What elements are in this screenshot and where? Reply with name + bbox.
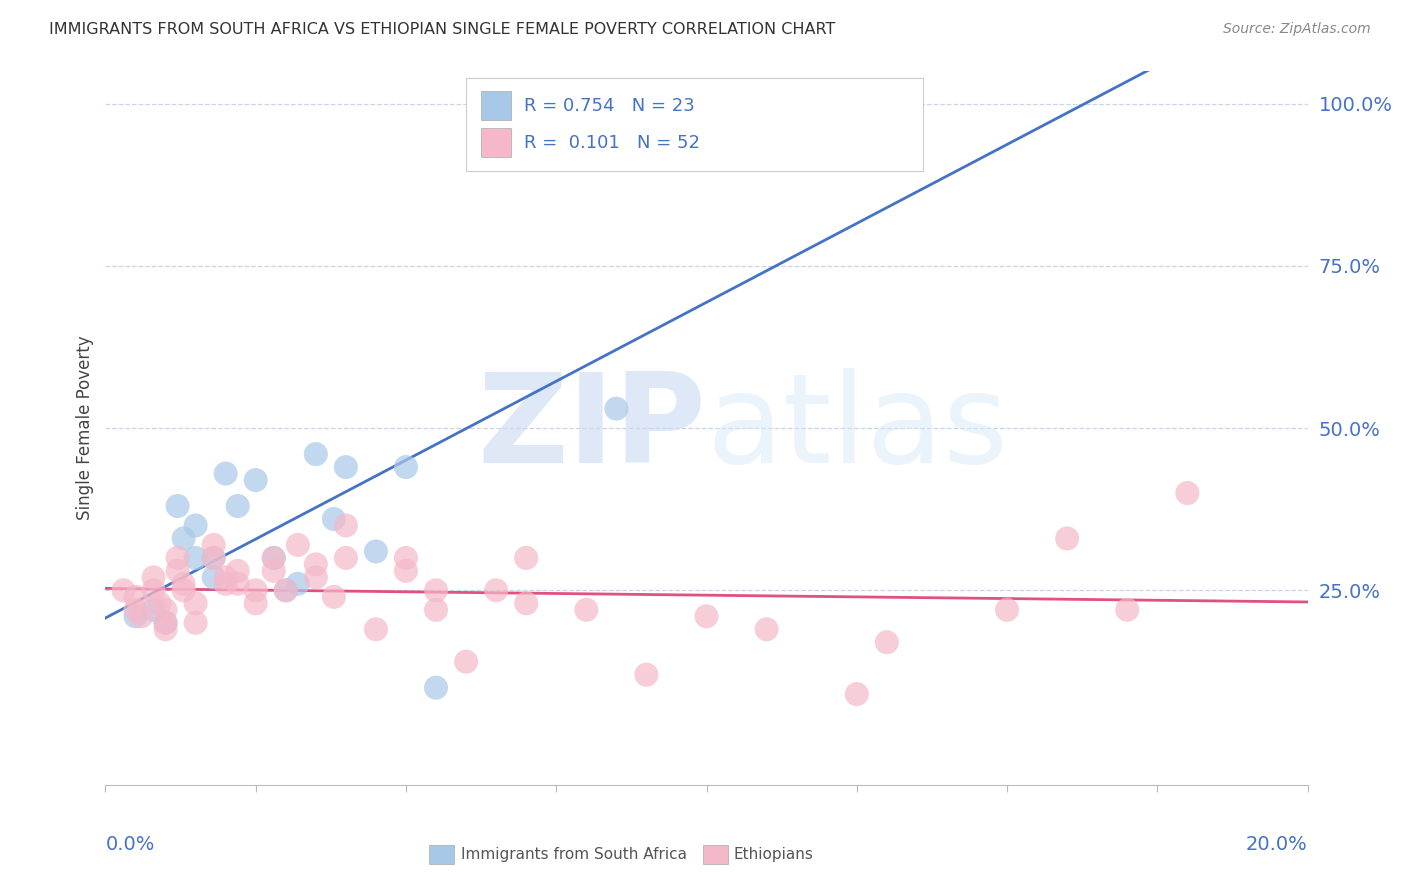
- Point: [245, 473, 267, 487]
- Point: [173, 583, 195, 598]
- Point: [173, 577, 195, 591]
- Point: [155, 615, 177, 630]
- Point: [155, 603, 177, 617]
- Point: [142, 570, 165, 584]
- Point: [364, 622, 387, 636]
- Point: [322, 512, 344, 526]
- Point: [335, 460, 357, 475]
- Point: [112, 583, 135, 598]
- Point: [456, 655, 478, 669]
- Point: [515, 596, 537, 610]
- Point: [142, 603, 165, 617]
- Point: [485, 583, 508, 598]
- Point: [305, 558, 328, 572]
- Point: [155, 615, 177, 630]
- Point: [184, 518, 207, 533]
- Point: [425, 681, 447, 695]
- Text: Source: ZipAtlas.com: Source: ZipAtlas.com: [1223, 22, 1371, 37]
- Point: [214, 577, 236, 591]
- Point: [335, 550, 357, 565]
- Point: [364, 544, 387, 558]
- Point: [202, 550, 225, 565]
- Point: [226, 499, 249, 513]
- Point: [305, 447, 328, 461]
- Text: R =  0.101   N = 52: R = 0.101 N = 52: [524, 134, 700, 152]
- Point: [124, 603, 146, 617]
- Point: [395, 564, 418, 578]
- FancyBboxPatch shape: [465, 78, 922, 171]
- Text: atlas: atlas: [707, 368, 1008, 489]
- Point: [1175, 486, 1198, 500]
- Text: Immigrants from South Africa: Immigrants from South Africa: [461, 847, 688, 862]
- Point: [142, 583, 165, 598]
- Point: [876, 635, 898, 649]
- Point: [425, 603, 447, 617]
- Text: Ethiopians: Ethiopians: [734, 847, 814, 862]
- Point: [995, 603, 1018, 617]
- Point: [636, 667, 658, 681]
- Text: R = 0.754   N = 23: R = 0.754 N = 23: [524, 96, 695, 114]
- Text: IMMIGRANTS FROM SOUTH AFRICA VS ETHIOPIAN SINGLE FEMALE POVERTY CORRELATION CHAR: IMMIGRANTS FROM SOUTH AFRICA VS ETHIOPIA…: [49, 22, 835, 37]
- Point: [214, 570, 236, 584]
- Text: 0.0%: 0.0%: [105, 835, 155, 854]
- Point: [515, 550, 537, 565]
- Point: [636, 110, 658, 124]
- Point: [226, 564, 249, 578]
- Point: [214, 467, 236, 481]
- Point: [274, 583, 297, 598]
- Bar: [481, 128, 510, 157]
- Point: [155, 622, 177, 636]
- Point: [166, 550, 188, 565]
- Point: [845, 687, 868, 701]
- Bar: [481, 91, 510, 120]
- Point: [274, 583, 297, 598]
- Point: [755, 622, 778, 636]
- Point: [1056, 532, 1078, 546]
- Y-axis label: Single Female Poverty: Single Female Poverty: [76, 336, 94, 520]
- Point: [245, 596, 267, 610]
- Point: [124, 590, 146, 604]
- Point: [322, 590, 344, 604]
- Point: [202, 550, 225, 565]
- Point: [184, 615, 207, 630]
- Point: [395, 460, 418, 475]
- Point: [166, 564, 188, 578]
- Point: [575, 603, 598, 617]
- Text: ZIP: ZIP: [478, 368, 707, 489]
- Point: [184, 550, 207, 565]
- Point: [202, 570, 225, 584]
- Point: [131, 609, 153, 624]
- Point: [148, 596, 170, 610]
- Point: [173, 532, 195, 546]
- Point: [202, 538, 225, 552]
- Point: [287, 577, 309, 591]
- Point: [184, 596, 207, 610]
- Point: [245, 583, 267, 598]
- Point: [395, 550, 418, 565]
- Point: [696, 609, 718, 624]
- Point: [124, 609, 146, 624]
- Text: 20.0%: 20.0%: [1246, 835, 1308, 854]
- Point: [263, 550, 285, 565]
- Point: [263, 564, 285, 578]
- Point: [166, 499, 188, 513]
- Point: [287, 538, 309, 552]
- Point: [605, 401, 627, 416]
- Point: [305, 570, 328, 584]
- Point: [1116, 603, 1139, 617]
- Point: [425, 583, 447, 598]
- Point: [226, 577, 249, 591]
- Point: [263, 550, 285, 565]
- Point: [335, 518, 357, 533]
